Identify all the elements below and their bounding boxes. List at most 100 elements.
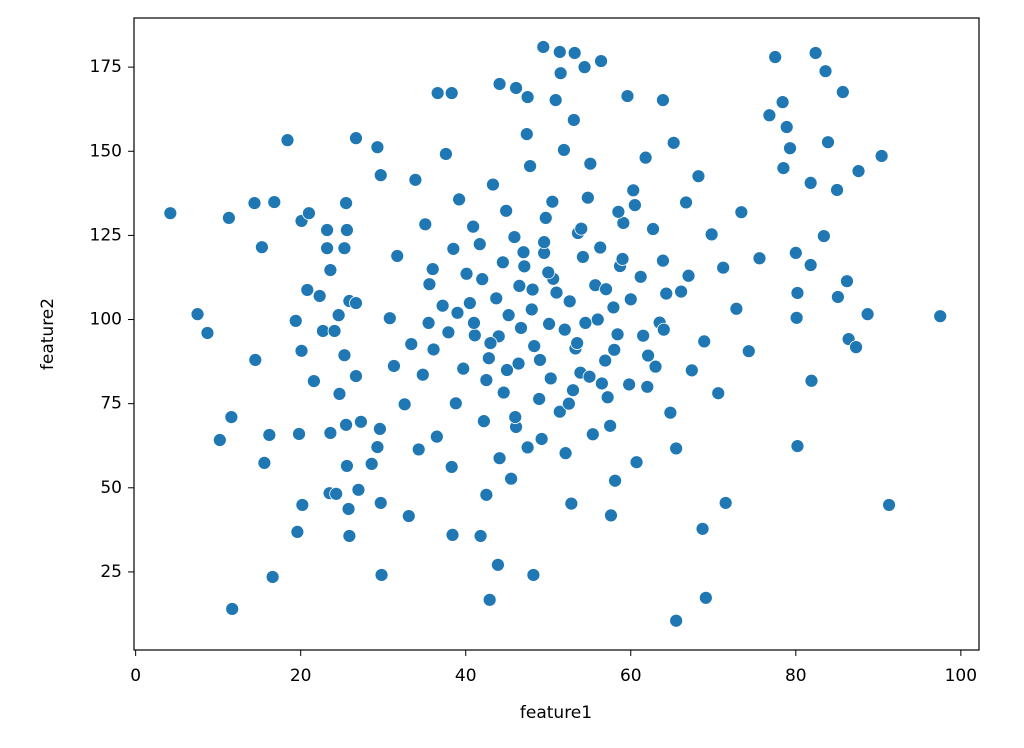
point — [641, 348, 655, 363]
point — [444, 460, 459, 474]
point — [294, 343, 309, 358]
point — [526, 568, 541, 582]
point — [489, 291, 504, 306]
point — [574, 221, 589, 236]
point — [435, 298, 450, 313]
point — [390, 249, 405, 263]
point — [762, 108, 777, 123]
point — [527, 339, 542, 354]
point — [212, 433, 227, 447]
point — [200, 326, 215, 340]
point — [669, 613, 684, 628]
point — [835, 85, 850, 99]
point — [340, 223, 354, 237]
point — [387, 359, 401, 373]
point — [349, 131, 363, 146]
point — [370, 140, 385, 155]
point — [329, 486, 344, 501]
point — [525, 282, 540, 297]
point — [482, 592, 497, 607]
point — [349, 296, 363, 310]
point — [374, 568, 389, 582]
point — [255, 240, 269, 255]
point — [594, 376, 609, 391]
point — [351, 482, 366, 497]
point — [577, 60, 592, 75]
point — [523, 159, 537, 173]
point — [783, 141, 797, 156]
point — [542, 317, 556, 331]
point — [656, 322, 671, 337]
point — [711, 386, 726, 401]
point — [415, 367, 430, 382]
point — [475, 272, 490, 287]
point — [514, 321, 528, 335]
point — [598, 353, 613, 368]
point — [562, 294, 577, 309]
point — [316, 324, 330, 338]
point — [426, 342, 441, 357]
point — [425, 262, 440, 276]
point — [520, 440, 535, 455]
point — [607, 342, 622, 357]
point — [545, 194, 560, 209]
x-tick-label: 0 — [130, 666, 141, 686]
point — [332, 387, 347, 401]
point — [265, 570, 280, 584]
point — [552, 404, 567, 419]
point — [537, 235, 552, 250]
point — [666, 135, 681, 150]
point — [479, 487, 494, 502]
point — [716, 260, 731, 275]
point — [594, 54, 608, 68]
point — [656, 93, 670, 108]
point — [790, 439, 805, 453]
point — [364, 456, 379, 471]
point — [679, 195, 693, 210]
point — [373, 496, 388, 510]
point — [370, 440, 385, 454]
point — [620, 89, 635, 103]
point — [524, 302, 539, 317]
point — [646, 222, 660, 236]
point — [290, 524, 305, 539]
point — [638, 150, 653, 165]
point — [495, 255, 510, 270]
point — [557, 322, 572, 337]
point — [496, 385, 511, 400]
point — [320, 223, 334, 237]
point — [397, 397, 412, 412]
point — [532, 392, 547, 406]
point — [339, 196, 353, 210]
point — [840, 274, 854, 289]
point — [933, 309, 948, 324]
point — [473, 529, 488, 543]
point — [401, 509, 416, 523]
point — [520, 90, 535, 104]
point — [874, 149, 889, 163]
point — [500, 363, 514, 377]
point — [499, 203, 514, 218]
y-tick-label: 100 — [90, 310, 122, 330]
point — [734, 205, 749, 220]
point — [221, 210, 236, 225]
x-tick-label: 80 — [785, 666, 807, 686]
point — [576, 250, 590, 264]
point — [570, 336, 585, 350]
point — [830, 183, 844, 197]
point — [312, 289, 327, 303]
point — [640, 379, 655, 394]
point — [224, 410, 239, 425]
point — [511, 356, 526, 371]
point — [538, 210, 553, 225]
point — [466, 219, 481, 234]
point — [882, 498, 896, 512]
point — [331, 308, 346, 323]
point — [804, 373, 819, 388]
point — [623, 292, 638, 307]
point — [830, 290, 845, 304]
point — [450, 305, 465, 320]
point — [533, 353, 547, 367]
point — [578, 315, 593, 330]
